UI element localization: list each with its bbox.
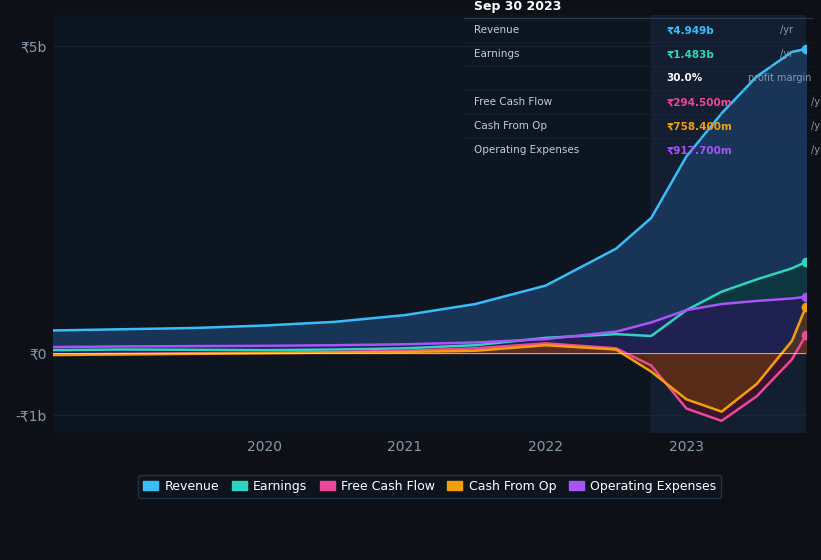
Text: profit margin: profit margin — [748, 73, 812, 83]
Text: Cash From Op: Cash From Op — [475, 122, 548, 132]
Legend: Revenue, Earnings, Free Cash Flow, Cash From Op, Operating Expenses: Revenue, Earnings, Free Cash Flow, Cash … — [138, 475, 721, 498]
Text: /yr: /yr — [811, 97, 821, 108]
Text: Operating Expenses: Operating Expenses — [475, 146, 580, 156]
Text: /yr: /yr — [780, 49, 792, 59]
Text: /yr: /yr — [780, 25, 792, 35]
Text: ₹4.949b: ₹4.949b — [667, 25, 714, 35]
Text: /yr: /yr — [811, 122, 821, 132]
Text: ₹917.700m: ₹917.700m — [667, 146, 732, 156]
Text: Earnings: Earnings — [475, 49, 520, 59]
Text: /yr: /yr — [811, 146, 821, 156]
Bar — [651, 15, 821, 433]
Text: 30.0%: 30.0% — [667, 73, 703, 83]
Text: ₹1.483b: ₹1.483b — [667, 49, 714, 59]
Text: Free Cash Flow: Free Cash Flow — [475, 97, 553, 108]
Text: ₹294.500m: ₹294.500m — [667, 97, 732, 108]
Text: ₹758.400m: ₹758.400m — [667, 122, 732, 132]
Text: Sep 30 2023: Sep 30 2023 — [475, 0, 562, 13]
Text: Revenue: Revenue — [475, 25, 520, 35]
